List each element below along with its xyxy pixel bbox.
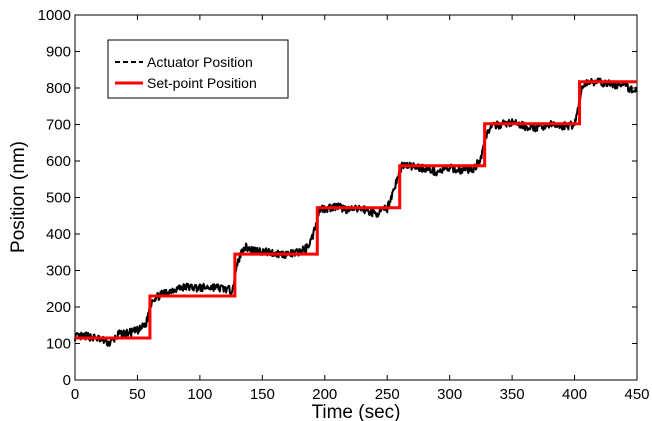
y-tick-label: 100 bbox=[46, 336, 71, 353]
x-tick-label: 250 bbox=[375, 386, 400, 403]
x-tick-label: 350 bbox=[500, 386, 525, 403]
x-tick-label: 50 bbox=[129, 386, 146, 403]
y-tick-label: 1000 bbox=[38, 7, 71, 24]
y-axis-label: Position (nm) bbox=[8, 141, 29, 253]
x-tick-label: 450 bbox=[624, 386, 649, 403]
legend: Actuator Position Set-point Position bbox=[107, 39, 289, 99]
x-tick-label: 100 bbox=[187, 386, 212, 403]
series-setpoint-position-line bbox=[75, 80, 637, 340]
y-tick-label: 200 bbox=[46, 299, 71, 316]
legend-box bbox=[107, 39, 289, 99]
y-tick-label: 900 bbox=[46, 44, 71, 61]
axes: 0 50 100 150 200 250 300 350 400 450 0 100 200 300 400… bbox=[38, 7, 650, 403]
x-tick-label: 0 bbox=[71, 386, 79, 403]
x-tick-label: 200 bbox=[312, 386, 337, 403]
y-tick-label: 0 bbox=[63, 372, 71, 389]
x-tick-label: 400 bbox=[562, 386, 587, 403]
y-tick-label: 800 bbox=[46, 80, 71, 97]
x-tick-label: 300 bbox=[437, 386, 462, 403]
x-tick-label: 150 bbox=[250, 386, 275, 403]
y-tick-label: 700 bbox=[46, 117, 71, 134]
y-tick-label: 600 bbox=[46, 153, 71, 170]
y-tick-label: 300 bbox=[46, 263, 71, 280]
legend-label-actuator: Actuator Position bbox=[147, 54, 253, 70]
y-tick-label: 500 bbox=[46, 190, 71, 207]
y-tick-label: 400 bbox=[46, 226, 71, 243]
legend-label-setpoint: Set-point Position bbox=[147, 75, 257, 91]
series-layer bbox=[74, 77, 638, 347]
x-axis-label: Time (sec) bbox=[311, 402, 400, 421]
